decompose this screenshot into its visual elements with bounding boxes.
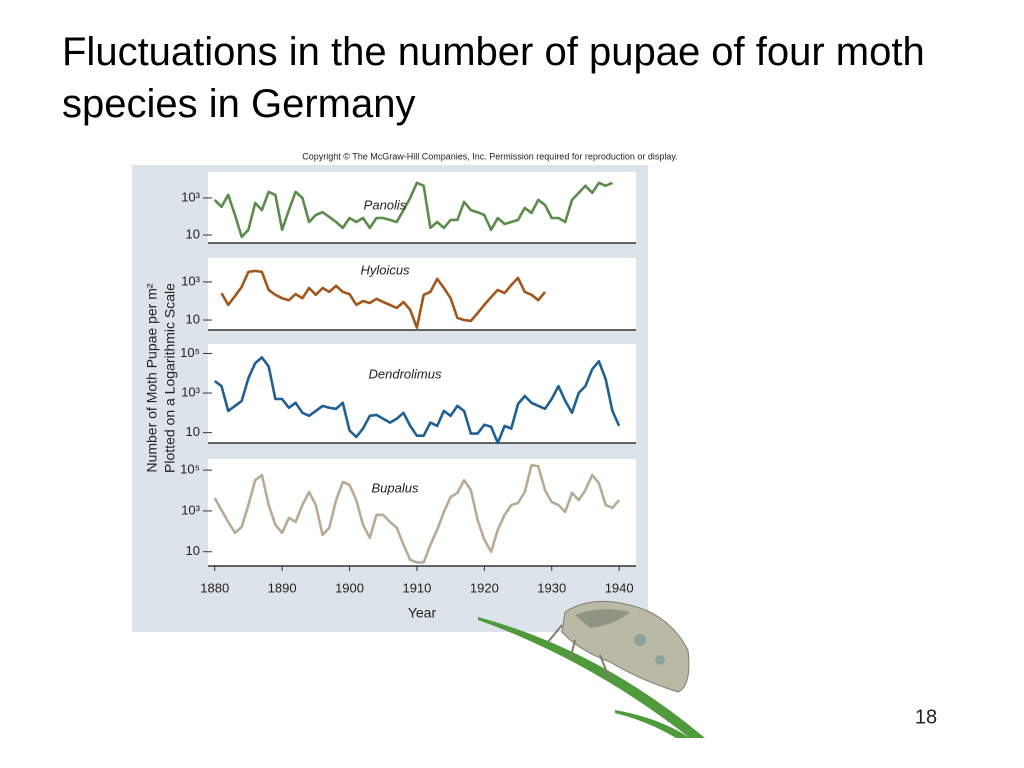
x-tick-label: 1900 [335, 580, 364, 595]
y-tick-label: 10 [186, 226, 200, 241]
y-tick-label: 10³ [181, 384, 200, 399]
series-label: Hyloicus [360, 262, 410, 277]
x-tick-label: 1880 [200, 580, 229, 595]
series-label: Panolis [364, 197, 407, 212]
panel [208, 258, 636, 330]
series-label: Bupalus [372, 480, 419, 495]
y-tick-label: 10 [186, 311, 200, 326]
y-axis-label: Plotted on a Logarithmic Scale [162, 283, 178, 473]
y-tick-label: 10 [186, 424, 200, 439]
y-tick-label: 10⁵ [180, 462, 200, 477]
x-axis-label: Year [408, 605, 437, 621]
series-line [213, 463, 621, 564]
series-line [213, 181, 613, 239]
y-tick-label: 10⁵ [180, 345, 200, 360]
panel [208, 172, 636, 243]
x-tick-label: 1930 [537, 580, 566, 595]
panel [208, 344, 636, 443]
moth-illustration [478, 600, 705, 738]
y-tick-label: 10³ [181, 502, 200, 517]
x-tick-label: 1890 [268, 580, 297, 595]
series-label: Dendrolimus [369, 366, 442, 381]
page-number: 18 [915, 706, 937, 728]
series-line [220, 269, 547, 329]
x-tick-label: 1910 [402, 580, 431, 595]
y-axis-label: Number of Moth Pupae per m² [144, 283, 160, 472]
x-tick-label: 1920 [470, 580, 499, 595]
series-line [213, 356, 621, 445]
copyright: Copyright © The McGraw-Hill Companies, I… [302, 151, 677, 161]
y-tick-label: 10³ [181, 273, 200, 288]
slide-title: Fluctuations in the number of pupae of f… [62, 30, 925, 126]
x-tick-label: 1940 [605, 580, 634, 595]
y-tick-label: 10 [186, 543, 200, 558]
y-tick-label: 10³ [181, 189, 200, 204]
